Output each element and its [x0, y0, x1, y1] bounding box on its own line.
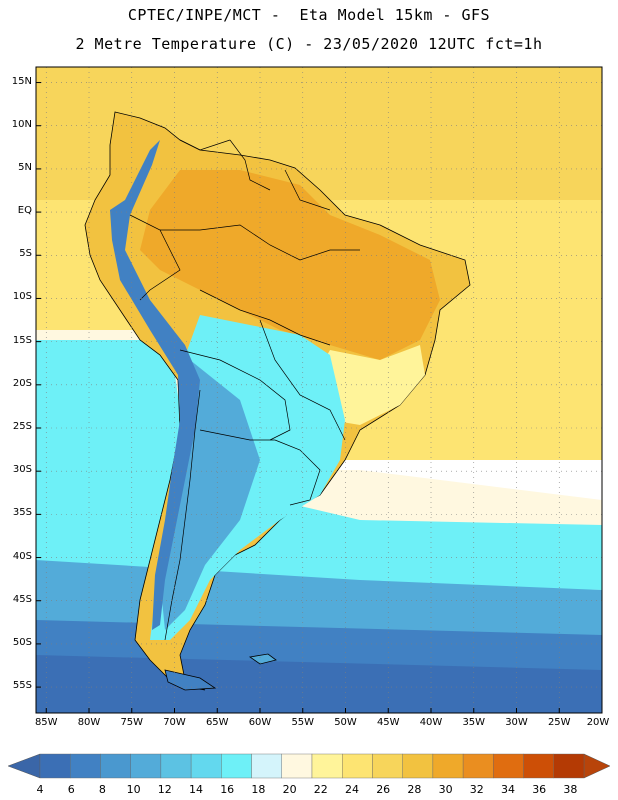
colorbar-segment [251, 753, 282, 779]
map-subtitle: 2 Metre Temperature (C) - 23/05/2020 12U… [75, 35, 543, 53]
colorbar-segment [281, 753, 313, 779]
longitude-label: 25W [547, 717, 571, 728]
latitude-label: 50S [12, 636, 32, 648]
colorbar-tick-label: 24 [345, 783, 359, 796]
andes-cold-spine [110, 140, 200, 630]
country-borders [129, 139, 360, 641]
latitude-label: 10N [11, 118, 32, 130]
colorbar-segment [553, 753, 585, 779]
latitude-label: 20S [12, 377, 32, 389]
map-frame [35, 66, 603, 714]
longitude-label: 20W [586, 717, 610, 728]
colorbar-segment [523, 753, 554, 779]
longitude-label: 75W [120, 717, 144, 728]
longitude-label: 60W [248, 717, 272, 728]
longitude-label: 65W [205, 717, 229, 728]
tierra-del-fuego [164, 669, 217, 691]
latitude-label: 5N [18, 161, 32, 173]
colorbar-tick-label: 6 [67, 783, 75, 796]
amazon-hot-region [140, 170, 440, 360]
latitude-label: 55S [12, 680, 32, 692]
colorbar-segment [402, 753, 434, 779]
colorbar-segment [462, 753, 494, 779]
colorbar-low-arrow [7, 753, 41, 779]
longitude-label: 35W [462, 717, 486, 728]
colorbar-segment [311, 753, 343, 779]
colorbar-tick-label: 4 [36, 783, 44, 796]
longitude-label: 85W [34, 717, 58, 728]
colorbar-segment [70, 753, 101, 779]
longitude-label: 50W [334, 717, 357, 728]
latitude-label: 15N [11, 75, 32, 87]
longitude-label: 45W [376, 717, 400, 728]
map-title: CPTEC/INPE/MCT - Eta Model 15km - GFS [127, 6, 491, 24]
colorbar-tick-label: 32 [469, 783, 484, 796]
colorbar-tick-label: 20 [282, 783, 297, 796]
latitude-label: 45S [12, 593, 32, 605]
axis-ticks [36, 82, 603, 713]
colorbar-tick-label: 16 [220, 783, 235, 796]
latitude-label: 5S [19, 248, 32, 260]
colorbar-tick-label: 30 [438, 783, 453, 796]
colorbar [7, 753, 611, 779]
colorbar-segment [432, 753, 464, 779]
colorbar-segment [160, 753, 192, 779]
latitude-label: 25S [12, 421, 32, 432]
longitude-label: 70W [163, 717, 186, 728]
latitude-label: 10S [12, 291, 32, 303]
falkland-islands [248, 653, 277, 665]
colorbar-segment [190, 753, 222, 779]
colorbar-tick-label: 10 [126, 783, 141, 796]
latitude-label: 15S [12, 334, 32, 346]
colorbar-segment [100, 753, 131, 779]
latitude-label: 35S [12, 507, 32, 519]
colorbar-tick-label: 14 [189, 783, 203, 796]
longitude-label: 40W [419, 717, 443, 728]
colorbar-segment [221, 753, 252, 779]
latitude-label: EQ [17, 205, 32, 217]
colorbar-segment [342, 753, 373, 779]
colorbar-segment [493, 753, 524, 779]
colorbar-tick-label: 36 [532, 783, 547, 796]
latitude-label: 40S [12, 550, 32, 562]
colorbar-segment [372, 753, 403, 779]
colorbar-tick-label: 26 [376, 783, 391, 796]
latitude-label: 30S [12, 464, 32, 476]
longitude-label: 55W [291, 717, 315, 728]
colorbar-segment [39, 753, 71, 779]
colorbar-tick-label: 12 [157, 783, 172, 796]
colorbar-tick-label: 38 [563, 783, 578, 796]
colorbar-tick-label: 34 [501, 783, 515, 796]
colorbar-tick-label: 22 [313, 783, 328, 796]
colorbar-tick-label: 28 [407, 783, 422, 796]
colorbar-high-arrow [583, 753, 611, 779]
longitude-label: 80W [77, 717, 101, 728]
colorbar-segment [130, 753, 162, 779]
longitude-label: 30W [505, 717, 528, 728]
colorbar-tick-label: 18 [251, 783, 266, 796]
colorbar-tick-label: 8 [98, 783, 106, 796]
